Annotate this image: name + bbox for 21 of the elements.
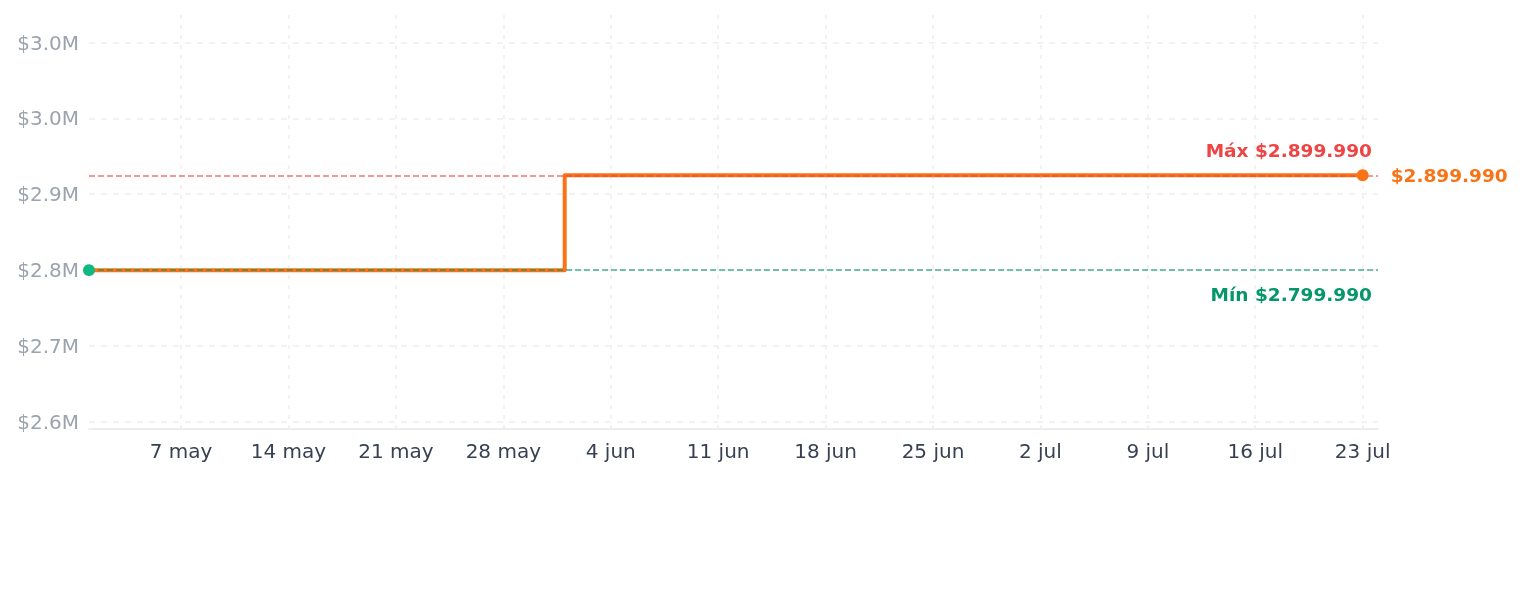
x-tick-label: 23 jul [1334, 438, 1391, 463]
y-tick-label: $3.0M [17, 106, 79, 131]
y-tick-label: $2.7M [17, 333, 79, 358]
y-tick-label: $3.0M [17, 30, 79, 55]
y-tick-label: $2.8M [17, 258, 79, 283]
ref-line-label: Mín $2.799.990 [1210, 284, 1372, 306]
x-tick-label: 7 may [149, 438, 213, 463]
x-tick-label: 18 jun [794, 438, 857, 463]
x-tick-label: 9 jul [1126, 438, 1170, 463]
x-tick-label: 21 may [358, 438, 434, 463]
ref-line-label: Máx $2.899.990 [1205, 140, 1372, 162]
x-tick-label: 4 jun [585, 438, 636, 463]
x-tick-label: 28 may [465, 438, 542, 463]
x-tick-label: 14 may [250, 438, 327, 463]
x-tick-label: 16 jul [1227, 438, 1284, 463]
x-tick-label: 11 jun [686, 438, 750, 463]
y-tick-label: $2.6M [17, 409, 79, 434]
x-tick-label: 25 jun [901, 438, 965, 463]
y-tick-label: $2.9M [17, 182, 79, 207]
data-label: $2.899.990 [1390, 164, 1508, 186]
x-tick-label: 2 jul [1018, 438, 1062, 463]
